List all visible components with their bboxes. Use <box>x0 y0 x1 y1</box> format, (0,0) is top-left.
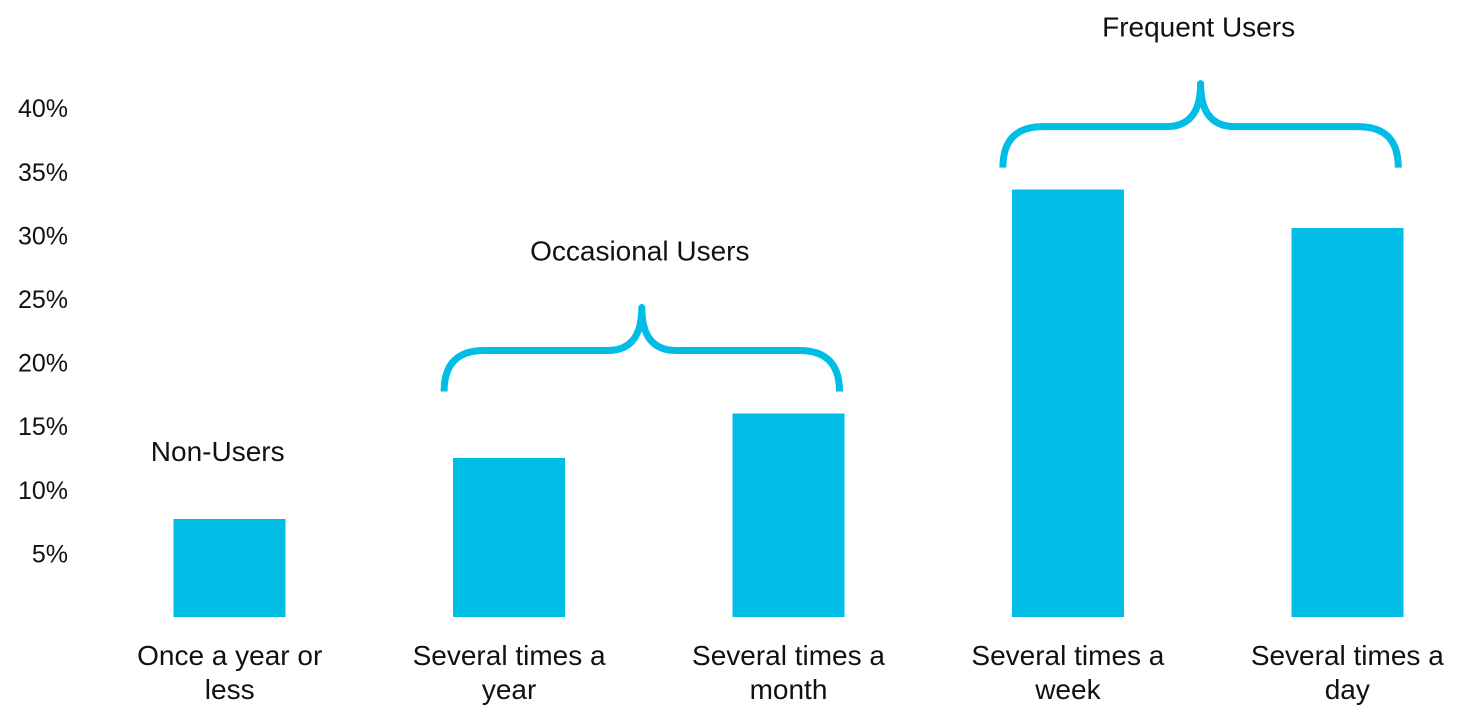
group-annotations: Non-Users Occasional Users Frequent Users <box>151 12 1402 467</box>
y-tick-label: 35% <box>18 159 68 187</box>
group-label: Occasional Users <box>530 235 749 266</box>
group-brace <box>440 303 843 392</box>
x-tick-label-line: month <box>750 674 828 705</box>
x-tick-label-line: Several times a <box>971 640 1164 671</box>
x-tick-label-line: Several times a <box>692 640 885 671</box>
x-tick-label-line: less <box>205 674 255 705</box>
y-tick-label: 30% <box>18 222 68 250</box>
y-tick-label: 5% <box>32 540 68 568</box>
x-tick-label-line: week <box>1034 674 1101 705</box>
y-tick-label: 15% <box>18 413 68 441</box>
bar <box>1011 189 1124 617</box>
group-label: Non-Users <box>151 436 285 467</box>
group-label: Frequent Users <box>1102 12 1295 43</box>
y-tick-label: 25% <box>18 286 68 314</box>
y-axis: 5% 10% 15% 20% 25% 30% 35% 40% <box>18 95 68 568</box>
bars <box>173 189 1404 617</box>
y-tick-label: 20% <box>18 350 68 378</box>
x-tick-label-line: Several times a <box>1251 640 1444 671</box>
x-tick-label-line: Once a year or <box>137 640 322 671</box>
bar <box>1291 227 1404 617</box>
group-brace <box>999 80 1402 168</box>
x-tick-label-line: Several times a <box>413 640 606 671</box>
x-tick-label-line: year <box>482 674 536 705</box>
bar <box>732 413 845 617</box>
bar <box>173 519 286 617</box>
y-tick-label: 40% <box>18 95 68 123</box>
bar <box>453 458 566 617</box>
x-tick-label-line: day <box>1325 674 1370 705</box>
y-tick-label: 10% <box>18 477 68 505</box>
